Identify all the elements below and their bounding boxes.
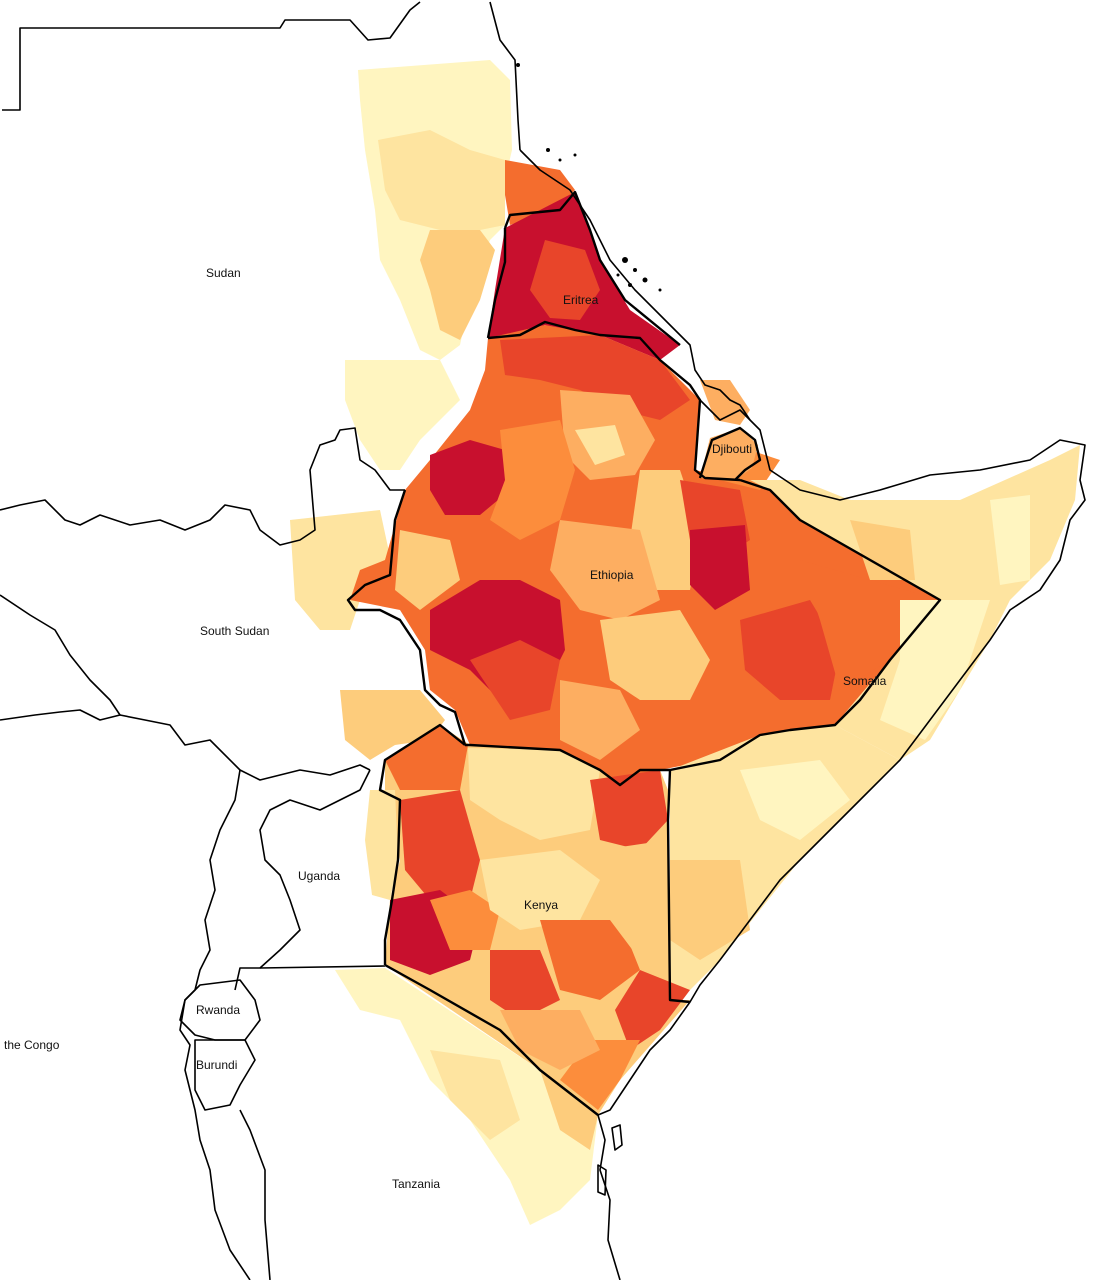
region-somalia-ne (990, 495, 1030, 585)
region-ethiopia-sw-b (470, 640, 560, 720)
label-sudan: Sudan (206, 266, 241, 280)
region-kenya-east (600, 840, 670, 960)
region-kenya-coast (615, 970, 690, 1050)
region-kenya-south (500, 1010, 600, 1070)
region-somalia-south-b (670, 860, 750, 960)
region-tanzania-north-b (430, 1050, 520, 1140)
label-south-sudan: South Sudan (200, 624, 269, 638)
label-kenya: Kenya (524, 898, 558, 912)
country-labels: Sudan South Sudan Eritrea Djibouti Ethio… (4, 266, 887, 1191)
region-ssudan-east-b (340, 690, 445, 760)
region-eritrea-djib-coast (700, 380, 750, 425)
region-ethiopia-east2 (690, 525, 750, 610)
region-kenya-central (480, 850, 600, 930)
region-ethiopia-west-light (395, 530, 460, 610)
region-ethiopia-west (430, 440, 510, 515)
region-kenya-c3 (490, 950, 560, 1020)
label-somalia: Somalia (843, 674, 887, 688)
region-kenya-west-dense-b (430, 890, 500, 950)
region-sudan-east-b (378, 130, 505, 230)
region-ethiopia-c4 (550, 520, 660, 620)
region-somalia-central (880, 600, 990, 740)
label-the-congo: the Congo (4, 1038, 60, 1052)
region-sudan-east-c (420, 230, 495, 340)
label-uganda: Uganda (298, 869, 340, 883)
region-kenya-c2 (540, 920, 640, 1000)
region-sudan-south-edge (345, 360, 460, 470)
region-kenya-west (400, 790, 480, 900)
label-ethiopia: Ethiopia (590, 568, 634, 582)
label-rwanda: Rwanda (196, 1003, 240, 1017)
region-somalia-mid (850, 520, 915, 580)
label-tanzania: Tanzania (392, 1177, 440, 1191)
region-ethiopia-ogaden (740, 600, 840, 700)
region-ethiopia-c1b (575, 425, 625, 465)
region-kenya-nw (385, 725, 468, 790)
region-ethiopia-north (500, 335, 690, 420)
region-ethiopia-s2 (560, 680, 640, 760)
region-kenya-n (468, 748, 600, 840)
region-uganda-east (365, 790, 398, 900)
region-ethiopia-c2 (490, 420, 575, 540)
region-eritrea-b (530, 240, 600, 320)
region-djibouti (700, 428, 758, 480)
label-burundi: Burundi (196, 1058, 237, 1072)
district-fills (290, 60, 1080, 1225)
region-ethiopia-ogaden-b (800, 560, 940, 690)
label-eritrea: Eritrea (563, 293, 599, 307)
region-somalia-south-c (740, 760, 850, 840)
region-kenya-ne (590, 770, 668, 850)
region-tanzania-north-c (540, 1070, 598, 1150)
region-ssudan-east (290, 510, 395, 630)
region-eritrea-west-orange (505, 160, 575, 225)
label-djibouti: Djibouti (712, 442, 752, 456)
region-ethiopia-s1 (600, 610, 710, 700)
